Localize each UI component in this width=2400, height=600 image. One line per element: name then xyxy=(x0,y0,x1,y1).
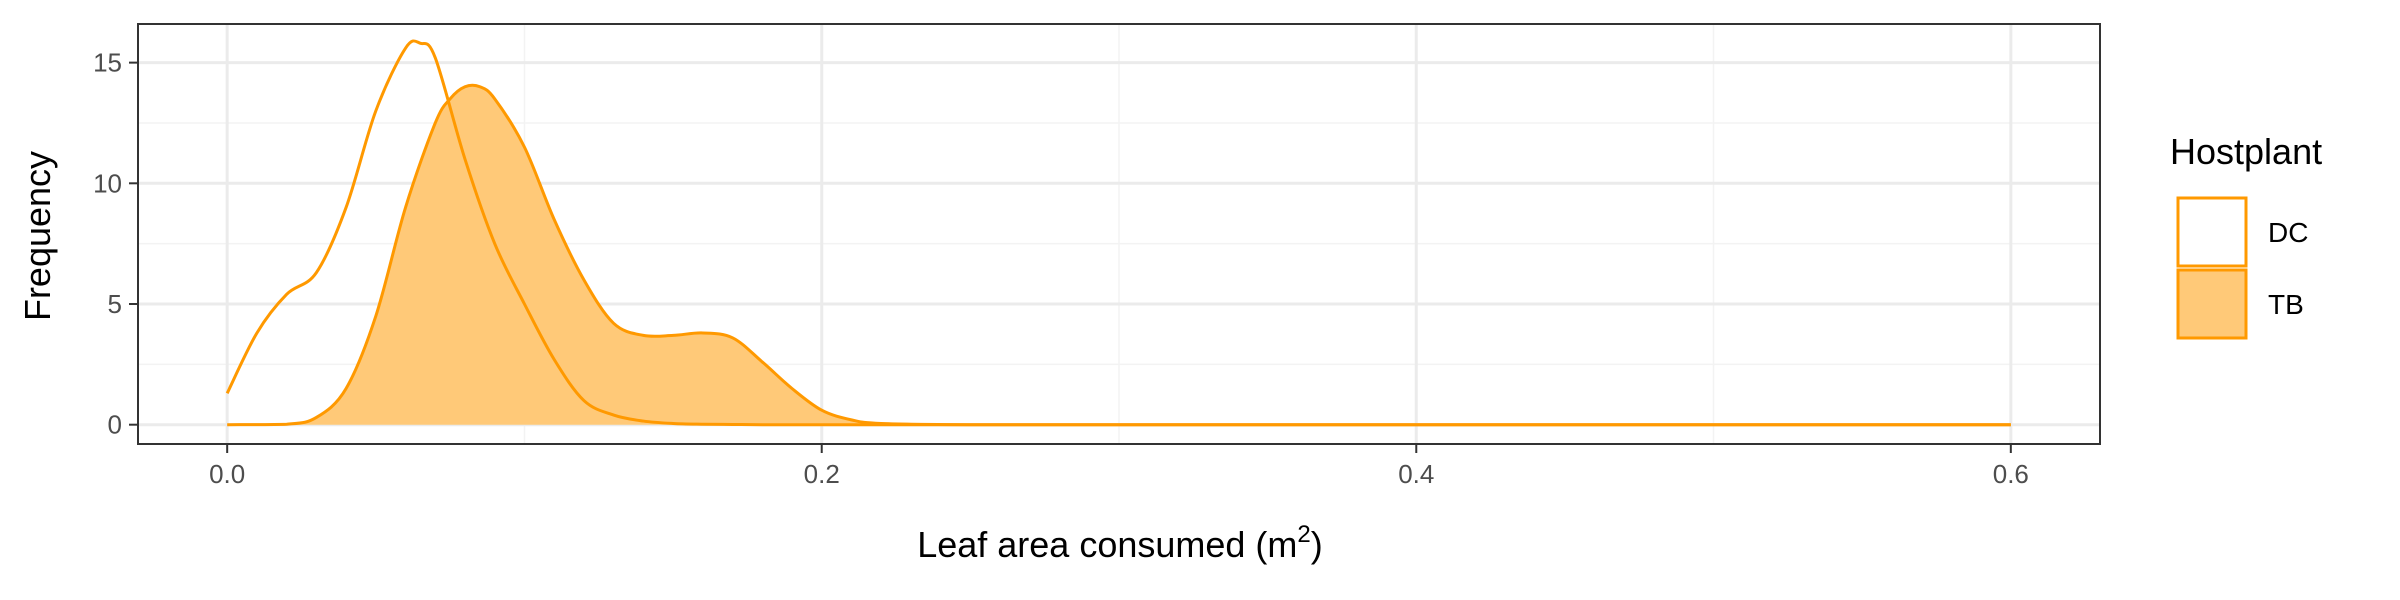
y-axis-ticks: 0 5 10 15 xyxy=(93,48,138,440)
density-line-dc xyxy=(225,39,2011,427)
legend-keys: DC TB xyxy=(2176,196,2308,340)
x-tick-label: 0.4 xyxy=(1398,459,1434,489)
x-axis-title-main: Leaf area consumed ( xyxy=(917,524,1267,565)
legend-label-tb: TB xyxy=(2268,289,2304,320)
legend-label-dc: DC xyxy=(2268,217,2308,248)
legend-title: Hostplant xyxy=(2170,131,2322,172)
legend-key-tb xyxy=(2176,268,2248,340)
y-tick-label: 5 xyxy=(108,289,122,319)
y-tick-label: 0 xyxy=(108,410,122,440)
x-tick-label: 0.0 xyxy=(209,459,245,489)
legend: Hostplant DC TB xyxy=(2170,131,2322,340)
legend-key-dc xyxy=(2176,196,2248,268)
y-tick-label: 10 xyxy=(93,168,122,198)
x-axis-title-close: ) xyxy=(1311,524,1323,565)
y-axis-title: Frequency xyxy=(17,151,58,321)
panel-border xyxy=(137,23,2101,445)
x-axis-title-unit: m xyxy=(1267,524,1297,565)
x-axis-title-superscript: 2 xyxy=(1297,521,1310,548)
x-axis-title: Leaf area consumed (m2) xyxy=(917,521,1323,565)
density-area-tb xyxy=(227,85,2011,425)
x-tick-label: 0.2 xyxy=(804,459,840,489)
x-tick-label: 0.6 xyxy=(1993,459,2029,489)
x-axis-ticks: 0.0 0.2 0.4 0.6 xyxy=(209,444,2029,489)
series-layer xyxy=(225,39,2011,427)
y-tick-label: 15 xyxy=(93,48,122,78)
